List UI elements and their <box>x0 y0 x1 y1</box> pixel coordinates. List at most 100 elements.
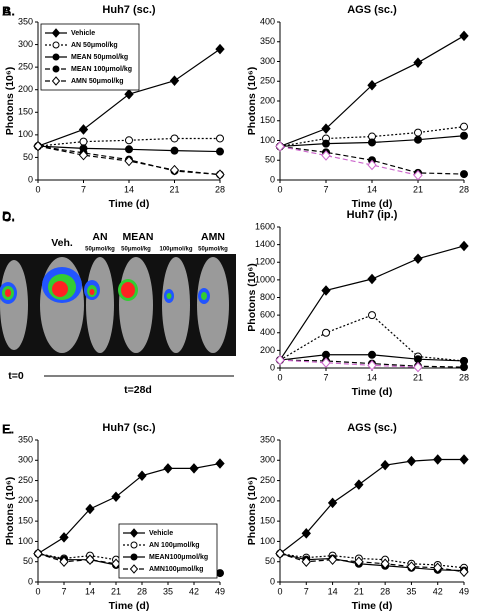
data-point <box>413 57 423 68</box>
x-tick-label: 21 <box>169 184 179 194</box>
legend: Vehicle AN 50μmol/kg MEAN 50μmol/kg MEAN 10… <box>40 23 140 91</box>
legend-marker <box>129 564 139 574</box>
data-point <box>170 146 179 155</box>
y-tick-label: 300 <box>260 455 275 465</box>
data-point <box>459 30 469 42</box>
data-point <box>406 455 417 467</box>
data-point <box>413 253 423 264</box>
x-tick-label: 7 <box>323 184 328 194</box>
x-axis-label: Time (d) <box>109 198 150 210</box>
x-tick-label: 21 <box>354 586 364 596</box>
y-tick-label: 0 <box>28 576 33 586</box>
legend-marker <box>130 541 138 549</box>
data-point <box>275 548 285 559</box>
x-tick-label: 0 <box>277 372 282 382</box>
data-point <box>321 357 331 368</box>
y-tick-label: 50 <box>265 556 275 566</box>
treatment-label: AMN <box>201 231 225 243</box>
data-point <box>124 88 134 100</box>
x-axis-label: Time (d) <box>352 198 393 210</box>
data-point <box>413 361 423 373</box>
x-tick-label: 14 <box>124 184 134 194</box>
y-tick-label: 50 <box>23 152 33 162</box>
data-point <box>367 159 377 171</box>
y-tick-label: 1000 <box>255 274 275 284</box>
x-tick-label: 28 <box>215 184 225 194</box>
legend-marker <box>52 65 60 73</box>
data-point <box>301 556 311 567</box>
data-point <box>459 240 469 252</box>
y-tick-label: 50 <box>265 155 275 165</box>
panel-label: D. <box>2 208 15 223</box>
x-tick-label: 14 <box>328 586 338 596</box>
y-tick-label: 0 <box>28 174 33 184</box>
y-tick-label: 1600 <box>255 221 275 231</box>
y-tick-label: 100 <box>18 536 33 546</box>
panel-label: E. <box>2 421 14 436</box>
data-point <box>433 454 443 465</box>
y-tick-label: 0 <box>270 362 275 372</box>
y-tick-label: 350 <box>260 36 275 46</box>
data-point <box>354 556 364 567</box>
x-tick-label: 35 <box>163 586 173 596</box>
x-tick-label: 14 <box>367 184 377 194</box>
series-line <box>279 145 419 176</box>
y-tick-label: 800 <box>260 292 275 302</box>
data-point <box>367 360 377 371</box>
data-point <box>215 458 225 469</box>
x-tick-label: 7 <box>323 372 328 382</box>
y-tick-label: 200 <box>18 84 33 94</box>
data-point <box>170 134 179 143</box>
data-point <box>413 170 423 181</box>
time-label: t=28d <box>124 384 152 396</box>
data-point <box>322 328 330 337</box>
data-point <box>321 123 331 134</box>
data-point <box>215 43 225 55</box>
legend-label: AMN 50μmol/kg <box>71 78 124 85</box>
legend-label: MEAN 100μmol/kg <box>71 66 132 73</box>
x-tick-label: 28 <box>137 586 147 596</box>
series-line <box>279 553 465 569</box>
x-tick-label: 14 <box>85 586 95 596</box>
data-point <box>59 556 69 567</box>
dose-label: 50μmol/kg <box>85 247 115 253</box>
legend-label: MEAN 50μmol/kg <box>71 54 128 61</box>
legend-marker <box>52 41 60 49</box>
data-point <box>125 136 133 145</box>
legend: Vehicle AN 100μmol/kg MEAN100μmol/kg AMN100… <box>118 523 218 579</box>
mouse-image <box>0 254 236 356</box>
data-point <box>367 79 377 91</box>
y-tick-label: 1200 <box>255 257 275 267</box>
data-point <box>189 463 199 474</box>
x-tick-label: 21 <box>413 372 423 382</box>
data-point <box>169 75 180 86</box>
data-point <box>275 354 285 366</box>
data-point <box>327 554 338 565</box>
data-point <box>414 355 422 364</box>
y-axis-label: Photons (10⁶) <box>246 67 258 135</box>
y-tick-label: 350 <box>18 16 33 26</box>
x-tick-label: 28 <box>380 586 390 596</box>
x-tick-label: 0 <box>277 586 282 596</box>
y-tick-label: 250 <box>260 76 275 86</box>
chart: F. AGS (sc.) Time (d) Photons (10⁶) 0 50 100 15… <box>2 421 469 611</box>
dose-label: 100μmol/kg <box>159 247 192 253</box>
x-tick-label: 0 <box>35 586 40 596</box>
y-tick-label: 150 <box>260 115 275 125</box>
signal-blobs <box>0 267 210 304</box>
data-point <box>433 562 443 574</box>
y-tick-label: 100 <box>18 129 33 139</box>
chart: E. Huh7 (sc.) Time (d) Photons (10⁶) 0 50 100 1… <box>2 421 225 611</box>
data-point <box>322 139 330 148</box>
legend-label: Vehicle <box>149 530 173 537</box>
y-tick-label: 350 <box>18 434 33 444</box>
panel-label: A. <box>2 3 15 18</box>
chart-title: Huh7 (sc.) <box>102 4 156 16</box>
data-point <box>321 285 331 296</box>
x-tick-label: 7 <box>61 586 66 596</box>
data-point <box>459 454 469 465</box>
y-tick-label: 100 <box>260 135 275 145</box>
y-tick-label: 200 <box>18 495 33 505</box>
data-point <box>460 131 468 140</box>
y-tick-label: 150 <box>260 516 275 526</box>
